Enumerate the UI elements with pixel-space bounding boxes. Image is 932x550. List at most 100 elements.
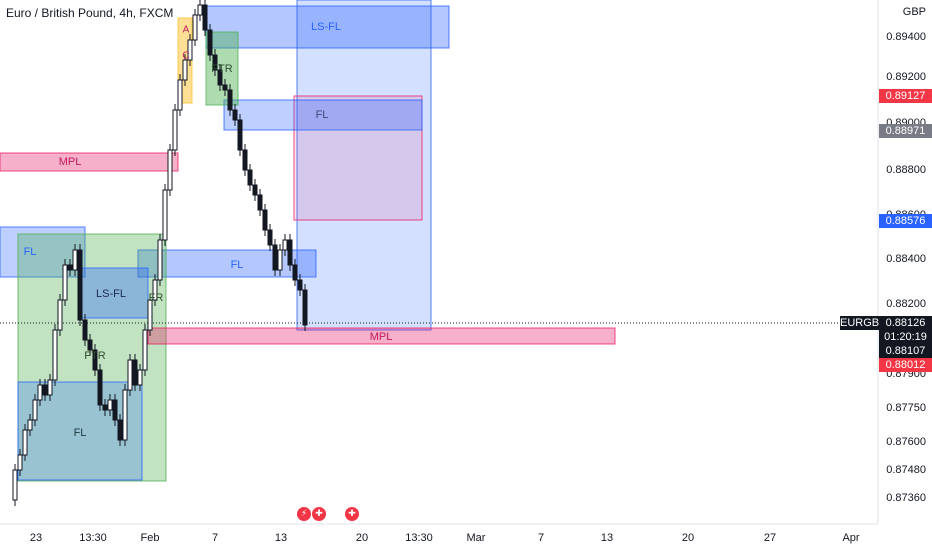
zone-mpl-bottom (147, 327, 616, 345)
zone-label-aoi-c: C (182, 50, 190, 62)
zone-label-mpl-bottom: MPL (369, 331, 393, 343)
gb-flag-icon[interactable]: ✚ (345, 507, 359, 521)
zone-label-fl-center: FL (230, 259, 244, 271)
date-tick-label: 13 (274, 532, 288, 544)
flash-icon[interactable]: ⚡ (297, 507, 311, 521)
currency-label: GBP (902, 6, 926, 18)
candle-body (32, 399, 38, 421)
candle-body (152, 279, 158, 301)
price-badge-red-top: 0.89127 (879, 89, 932, 103)
candle-body (82, 319, 88, 341)
countdown-badge: 01:20:19 (879, 330, 932, 344)
candle-body (262, 209, 268, 231)
candle-body (77, 249, 83, 321)
price-tick-label: 0.89400 (886, 31, 926, 43)
candle-body (172, 109, 178, 151)
chart-title: Euro / British Pound, 4h, FXCM (6, 6, 174, 20)
price-tick-label: 0.87600 (886, 436, 926, 448)
candle-body (62, 264, 68, 301)
candle-body (302, 289, 308, 326)
zone-label-ftr-mid: FR (148, 292, 164, 304)
zone-fl-mid-top (223, 99, 423, 131)
candle-body (157, 239, 163, 281)
date-tick-label: 13:30 (79, 532, 107, 544)
candle-body (122, 389, 128, 441)
projection-zone (296, 0, 432, 331)
current-price-badge: 0.88126 (879, 316, 932, 330)
zone-label-aoi-a: A (182, 24, 190, 36)
candle-body (182, 59, 188, 81)
candle-body (267, 229, 273, 246)
candle-body (297, 279, 303, 291)
date-tick-label: 23 (29, 532, 43, 544)
price-tick-label: 0.87360 (886, 492, 926, 504)
candle-body (107, 399, 113, 411)
zone-label-ftr-top: FTR (211, 63, 233, 75)
zone-green-large (17, 233, 167, 482)
price-tick-label: 0.88200 (886, 298, 926, 310)
candle-body (232, 109, 238, 121)
candle-body (27, 419, 33, 431)
candle-body (142, 329, 148, 371)
candle-body (102, 404, 108, 411)
zone-fl-center (137, 249, 317, 278)
candle-body (57, 299, 63, 331)
gb-flag-icon[interactable]: ✚ (312, 507, 326, 521)
symbol-badge: EURGBP (840, 316, 887, 330)
price-badge-blue: 0.88576 (879, 214, 932, 228)
candle-body (127, 359, 133, 391)
date-tick-label: 13:30 (405, 532, 433, 544)
zone-label-fl-mid-top: FL (315, 109, 329, 121)
zone-label-fl-left: FL (23, 246, 37, 258)
candle-body (252, 184, 258, 196)
date-tick-label: 27 (763, 532, 777, 544)
candle-body (132, 359, 138, 386)
candle-body (192, 14, 198, 41)
zone-label-fl-bottom-left: FL (73, 427, 87, 439)
zone-pink-overlay (293, 95, 423, 221)
candle-body (282, 239, 288, 251)
date-tick-label: 20 (355, 532, 369, 544)
candle-body (22, 429, 28, 456)
candle-body (247, 169, 253, 186)
candle-body (197, 4, 203, 16)
candle-body (187, 39, 193, 61)
candle-body (92, 349, 98, 371)
candle-body (292, 264, 298, 281)
candle-body (242, 149, 248, 171)
candle-body (72, 249, 78, 271)
candle-body (37, 384, 43, 401)
date-tick-label: Feb (140, 532, 160, 544)
price-tick-label: 0.87480 (886, 464, 926, 476)
candle-body (87, 339, 93, 351)
candle-body (117, 419, 123, 441)
candle-body (287, 239, 293, 266)
zone-label-ls-fl-top: LS-FL (311, 21, 341, 33)
candle-body (272, 244, 278, 271)
price-tick-label: 0.89200 (886, 71, 926, 83)
candle-body (217, 69, 223, 86)
candle-body (212, 54, 218, 71)
price-badge-red-bottom: 0.88012 (879, 358, 932, 372)
zone-label-ftr-left: FTR (84, 350, 106, 362)
date-tick-label: Apr (842, 532, 860, 544)
date-tick-label: Mar (466, 532, 486, 544)
candle-body (207, 29, 213, 56)
candle-body (167, 149, 173, 191)
candle-body (202, 4, 208, 31)
candle-body (237, 119, 243, 151)
date-tick-label: 7 (211, 532, 219, 544)
candle-body (222, 84, 228, 91)
price-tick-label: 0.88400 (886, 253, 926, 265)
candle-body (277, 249, 283, 271)
zone-label-ls-fl-left: LS-FL (96, 288, 126, 300)
candle-body (17, 454, 23, 471)
zone-ls-fl-top (205, 5, 450, 49)
price-tick-label: 0.87750 (886, 402, 926, 414)
candle-body (97, 369, 103, 406)
candle-body (147, 299, 153, 331)
candle-body (227, 89, 233, 111)
zone-label-mpl-left: MPL (58, 156, 82, 168)
